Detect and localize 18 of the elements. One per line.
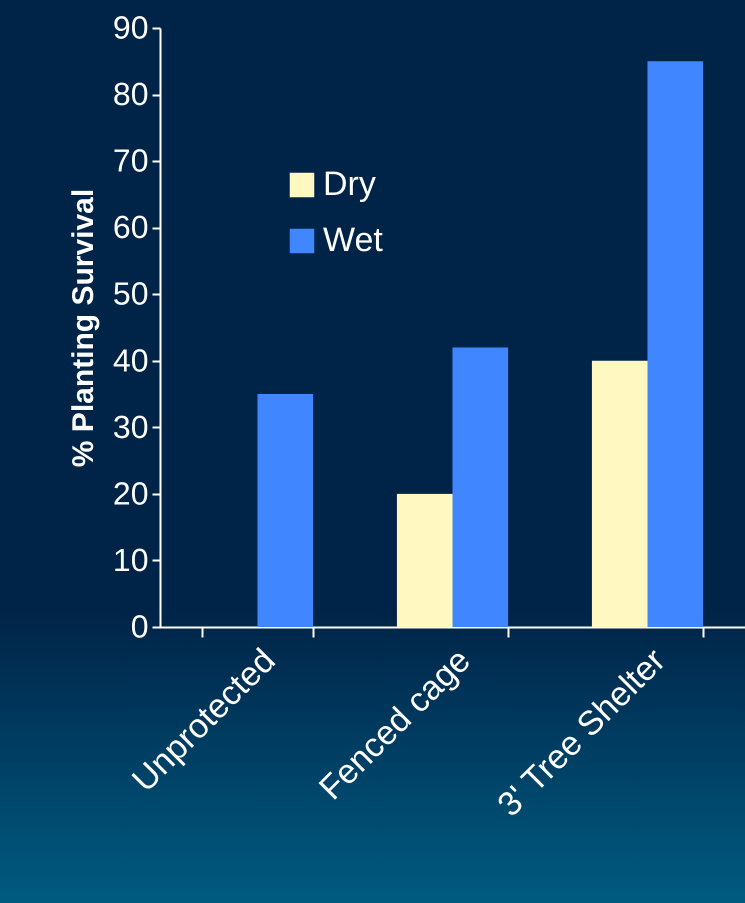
- y-tick-label: 40: [112, 342, 148, 378]
- legend-label: Dry: [323, 165, 376, 203]
- bar: [648, 61, 704, 627]
- y-tick-label: 30: [112, 408, 148, 445]
- y-tick-label: 20: [112, 475, 148, 512]
- bar: [452, 347, 508, 627]
- bar: [258, 394, 314, 627]
- y-tick-label: 10: [112, 542, 148, 578]
- y-tick-label: 60: [112, 209, 148, 246]
- y-tick-label: 70: [112, 142, 148, 179]
- bar: [396, 494, 452, 627]
- y-tick-label: 0: [130, 608, 148, 644]
- y-tick-label: 80: [112, 76, 148, 112]
- y-tick-label: 50: [112, 276, 148, 312]
- bar: [592, 360, 648, 627]
- y-axis-title: % Planting Survival: [66, 188, 100, 468]
- legend-label: Wet: [323, 221, 384, 259]
- y-tick-label: 90: [112, 10, 148, 46]
